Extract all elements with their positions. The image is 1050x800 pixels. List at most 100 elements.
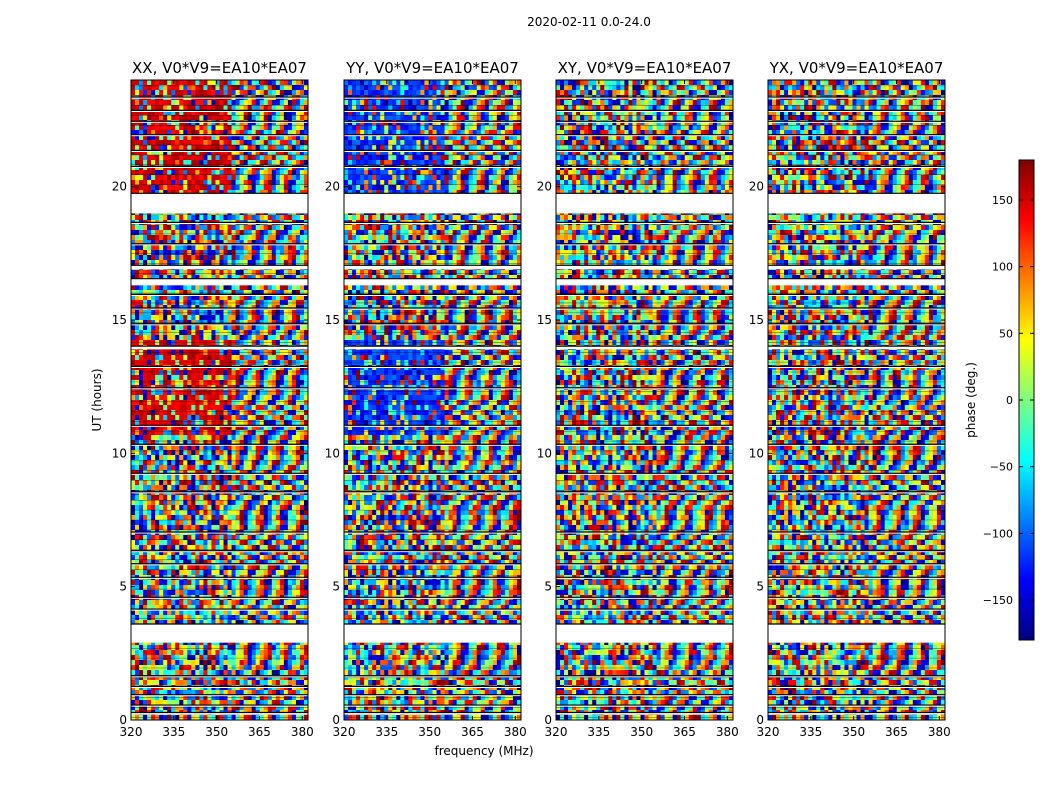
flagged-gap [768,134,945,137]
x-tick-label: 380 [504,725,527,739]
flagged-gap [556,712,733,715]
flagged-gap [556,366,733,368]
x-tick-label: 350 [205,725,228,739]
panels-group: XX, V0*V9=EA10*EA07 320 335 350 365 380 0 5 10 15… [112,59,951,739]
x-tick-label: 320 [333,725,356,739]
x-tick-label: 380 [291,725,314,739]
y-tick-label: 20 [537,180,552,194]
flagged-gap [768,193,945,214]
y-tick-label: 20 [112,180,127,194]
flagged-gap [768,491,945,494]
flagged-gap [131,97,308,99]
flagged-gap [344,705,521,707]
panel-0: XX, V0*V9=EA10*EA07 320 335 350 365 380 0 5 10 15… [112,59,314,739]
x-tick-label: 335 [162,725,185,739]
x-tick-label: 320 [757,725,780,739]
flagged-gap [344,346,521,350]
y-tick-label: 15 [537,313,552,327]
panel-title: XY, V0*V9=EA10*EA07 [558,59,732,77]
x-tick-label: 320 [120,725,143,739]
colorbar: −150 −100 −50 0 50 100 150 phase (deg.) [964,159,1035,641]
flagged-gap [131,387,308,390]
flagged-gap [131,532,308,534]
panel-1: YY, V0*V9=EA10*EA07 320 335 350 365 380 0 5 10 15… [325,59,527,739]
flagged-gap [131,166,308,168]
panel-2: XY, V0*V9=EA10*EA07 320 335 350 365 380 0 5 10 15… [537,59,739,739]
flagged-gap [768,597,945,599]
colorbar-ticks: −150 −100 −50 0 50 100 150 [983,194,1034,607]
y-tick-label: 20 [325,180,340,194]
figure-suptitle: 2020-02-11 0.0-24.0 [527,15,651,29]
x-axis-label: frequency (MHz) [434,744,533,758]
flagged-gap [768,609,945,611]
flagged-gap [131,193,308,214]
flagged-gap [131,473,308,475]
panel-frame [130,79,309,721]
y-tick-label: 10 [325,446,340,460]
flagged-gap [556,121,733,123]
flagged-gap [768,686,945,688]
flagged-gap [768,705,945,707]
flagged-gap [556,705,733,707]
y-tick-label: 5 [119,580,127,594]
flagged-gap [344,366,521,368]
y-tick-label: 10 [537,446,552,460]
flagged-gap [556,686,733,688]
flagged-gap [768,166,945,168]
flagged-gap [768,294,945,296]
flagged-gap [556,222,733,224]
flagged-gap [768,265,945,270]
flagged-gap [131,624,308,643]
x-tick-label: 380 [716,725,739,739]
y-tick-label: 15 [112,313,127,327]
flagged-gap [556,425,733,427]
colorbar-tick-label: 50 [999,327,1013,340]
y-tick-label: 15 [325,313,340,327]
flagged-gap [768,444,945,446]
flagged-gap [344,550,521,553]
flagged-gap [556,346,733,350]
flagged-gap [344,473,521,475]
x-tick-label: 365 [885,725,908,739]
flagged-gap [768,577,945,579]
flagged-gap [344,712,521,715]
flagged-gap [768,473,945,475]
phase-waterfall [556,80,733,720]
flagged-gap [556,97,733,99]
flagged-gap [131,712,308,715]
flagged-gap [556,193,733,214]
colorbar-tick-label: −100 [983,527,1013,540]
phase-waterfall [131,80,308,720]
panel-title: XX, V0*V9=EA10*EA07 [132,59,307,77]
x-tick-label: 320 [545,725,568,739]
flagged-gap [556,624,733,643]
colorbar-tick-label: 150 [992,194,1013,207]
y-tick-label: 0 [119,713,127,727]
flagged-gap [131,491,308,494]
phase-waterfall [344,80,521,720]
flagged-gap [131,550,308,553]
flagged-gap [768,366,945,368]
flagged-gap [556,278,733,286]
flagged-gap [556,491,733,494]
flagged-gap [344,624,521,643]
flagged-gap [768,532,945,534]
y-axis-label: UT (hours) [90,368,104,431]
flagged-gap [768,222,945,224]
flagged-gap [768,387,945,390]
flagged-gap [768,308,945,310]
flagged-gap [768,712,945,715]
flagged-gap [556,473,733,475]
flagged-gap [131,609,308,611]
x-tick-label: 350 [418,725,441,739]
flagged-gap [131,686,308,688]
x-tick-label: 365 [248,725,271,739]
flagged-gap [768,278,945,286]
flagged-gap [768,563,945,566]
flagged-gap [131,675,308,678]
flagged-gap [556,550,733,553]
colorbar-tick-label: 100 [992,261,1013,274]
flagged-gap [131,294,308,296]
flagged-gap [344,694,521,697]
flagged-gap [344,597,521,599]
